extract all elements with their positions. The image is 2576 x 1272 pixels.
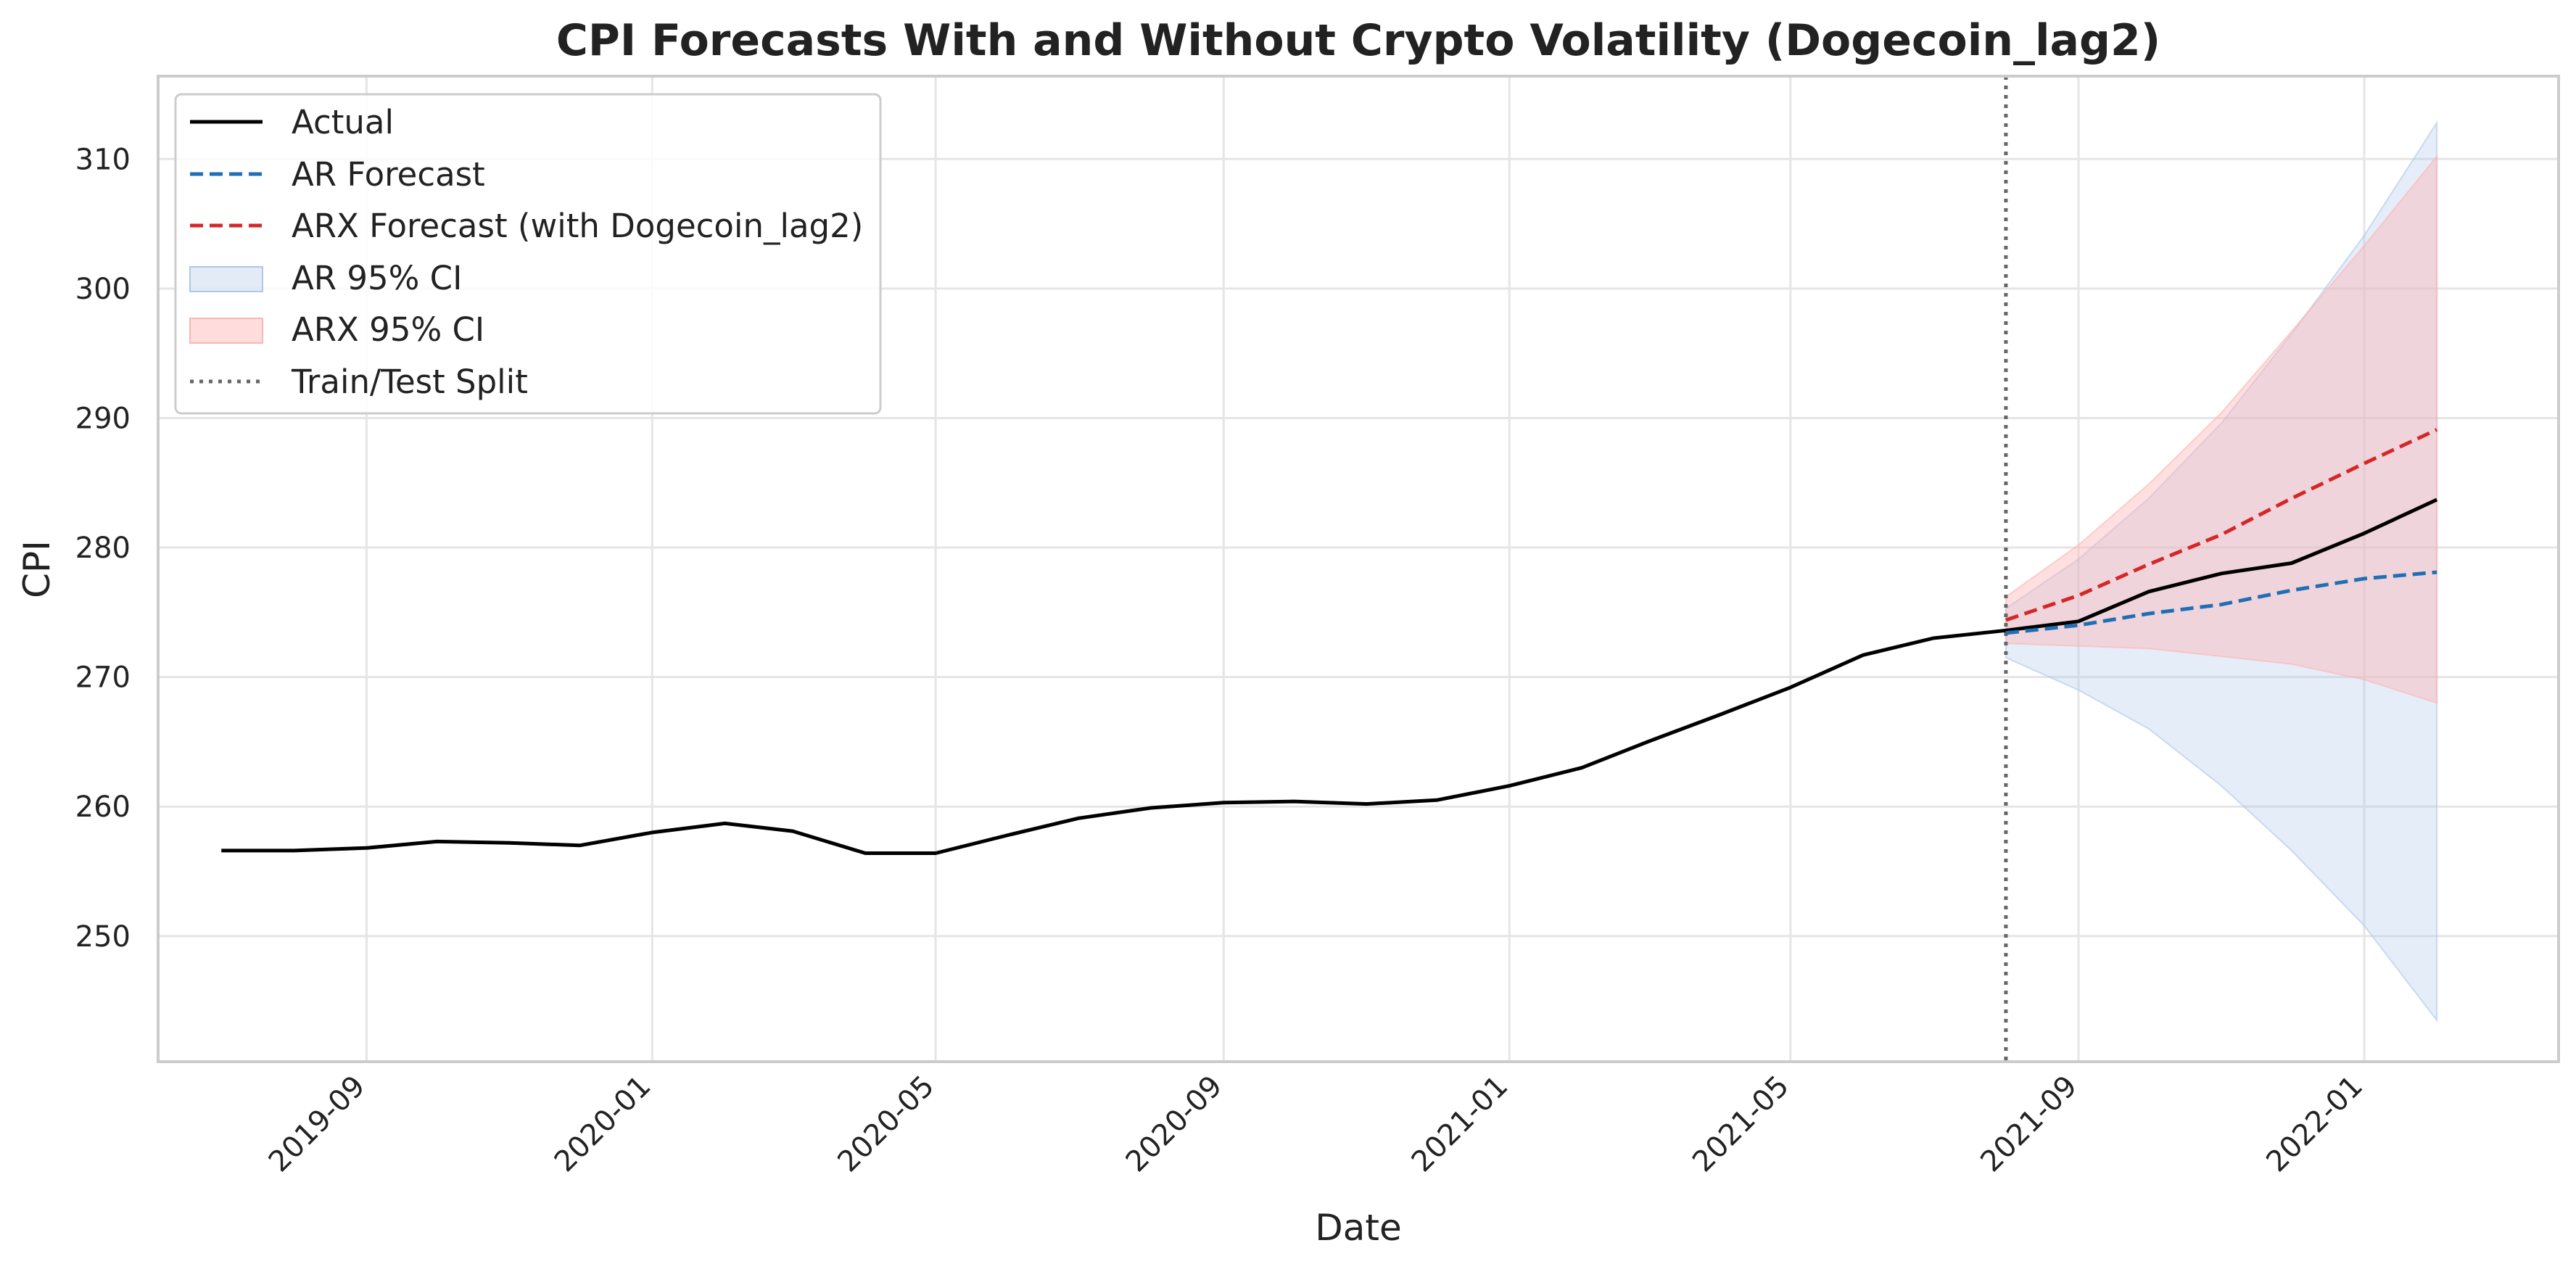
arx-ci-band <box>2005 154 2438 704</box>
confidence-bands <box>2005 120 2438 1023</box>
legend-label-split: Train/Test Split <box>291 363 528 401</box>
legend-label-ar-forecast: AR Forecast <box>292 155 485 194</box>
legend-box <box>174 93 882 415</box>
legend-label-arx-ci: ARX 95% CI <box>292 310 484 349</box>
actual-line <box>221 497 2438 855</box>
y-tick-label: 270 <box>75 661 131 695</box>
y-tick-label: 300 <box>75 273 131 306</box>
ar-ci-band <box>2005 120 2438 1023</box>
grid-lines <box>158 76 2559 1062</box>
y-tick-label: 280 <box>75 532 131 565</box>
legend-swatch-ar-ci <box>189 266 263 292</box>
legend-label-actual: Actual <box>292 103 394 141</box>
legend-label-ar-ci: AR 95% CI <box>292 259 462 297</box>
y-axis-label: CPI <box>16 540 58 598</box>
y-tick-labels: 250 260 270 280 290 300 310 <box>75 143 131 953</box>
chart-title: CPI Forecasts With and Without Crypto Vo… <box>556 15 2160 66</box>
legend-label-arx-forecast: ARX Forecast (with Dogecoin_lag2) <box>292 207 863 245</box>
series-lines <box>221 428 2438 855</box>
y-tick-label: 250 <box>75 920 131 954</box>
legend: Actual AR Forecast ARX Forecast (with Do… <box>174 93 882 415</box>
y-tick-label: 260 <box>75 790 131 824</box>
y-tick-label: 310 <box>75 143 131 176</box>
y-tick-label: 290 <box>75 402 131 435</box>
plot-frame <box>157 75 2560 1063</box>
ar-forecast-line <box>2005 570 2437 635</box>
legend-swatch-arx-ci <box>189 318 263 344</box>
x-axis-label: Date <box>1315 1207 1402 1249</box>
